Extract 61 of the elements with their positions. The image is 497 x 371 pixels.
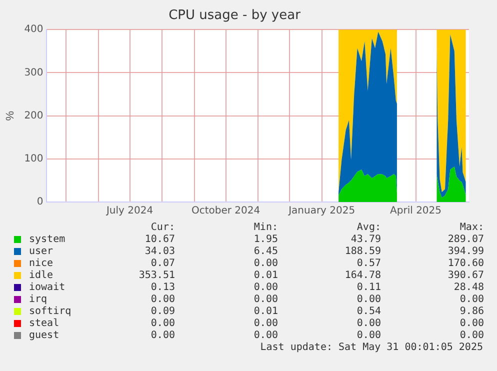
text: 0.00	[150, 294, 175, 306]
text: 0.00	[252, 294, 278, 306]
text: Last update: Sat May 31 00:01:05 2025	[260, 342, 483, 353]
legend-label: system	[29, 234, 66, 246]
x-tick-label: January 2025	[288, 206, 356, 217]
text: 0.13	[150, 282, 175, 294]
text: 0.00	[356, 318, 381, 330]
legend-label: steal	[29, 318, 60, 330]
text: 34.03	[144, 246, 175, 258]
text: 0.07	[150, 258, 175, 270]
text: 6.45	[252, 246, 278, 258]
text: Max:	[458, 222, 484, 234]
legend-label: iowait	[29, 282, 66, 294]
legend-label: nice	[29, 258, 54, 270]
text: 0.00	[356, 330, 381, 342]
text: 0.00	[458, 294, 484, 306]
text: 10.67	[144, 234, 175, 246]
text: 0.00	[252, 282, 278, 294]
text: 28.48	[452, 282, 484, 294]
text: 0.09	[150, 306, 175, 318]
text: 0.57	[356, 258, 381, 270]
text: 0.00	[356, 294, 381, 306]
text: 0.00	[150, 330, 175, 342]
legend-label: softirq	[29, 306, 72, 318]
x-tick-label: July 2024	[105, 206, 154, 217]
y-tick-label: 400	[24, 24, 44, 36]
text: 0.00	[150, 318, 175, 330]
chart-title: CPU usage - by year	[168, 8, 302, 24]
text: 0.00	[252, 258, 278, 270]
y-axis-title: %	[4, 110, 17, 121]
text: 0.00	[252, 318, 278, 330]
text: Cur:	[150, 222, 175, 234]
y-tick-label: 100	[24, 153, 44, 164]
text: 9.86	[458, 306, 484, 318]
x-tick-label: April 2025	[390, 206, 442, 217]
text: 289.07	[446, 234, 484, 246]
text: 0.01	[252, 306, 278, 318]
text: 43.79	[350, 234, 381, 246]
text: 0.01	[252, 270, 278, 282]
text: 353.51	[138, 270, 175, 282]
legend-label: idle	[29, 270, 54, 282]
y-tick-label: 200	[24, 110, 44, 122]
text: 394.99	[446, 246, 484, 258]
x-tick-label: October 2024	[191, 206, 260, 217]
y-tick-label: 0	[36, 196, 44, 208]
text: 0.00	[458, 318, 484, 330]
legend-label: guest	[29, 330, 60, 342]
text: 390.67	[446, 270, 484, 282]
text: 188.59	[344, 246, 381, 258]
text: 0.00	[252, 330, 278, 342]
text: 0.54	[356, 306, 381, 318]
text: 170.60	[446, 258, 484, 270]
text: 0.00	[458, 330, 484, 342]
legend-label: user	[29, 246, 54, 258]
text: 164.78	[344, 270, 381, 282]
text: Avg:	[356, 222, 381, 234]
text: Min:	[252, 222, 278, 234]
y-tick-label: 300	[24, 67, 44, 78]
legend-label: irq	[29, 294, 48, 306]
text: 0.11	[356, 282, 381, 294]
text: 1.95	[252, 234, 278, 246]
